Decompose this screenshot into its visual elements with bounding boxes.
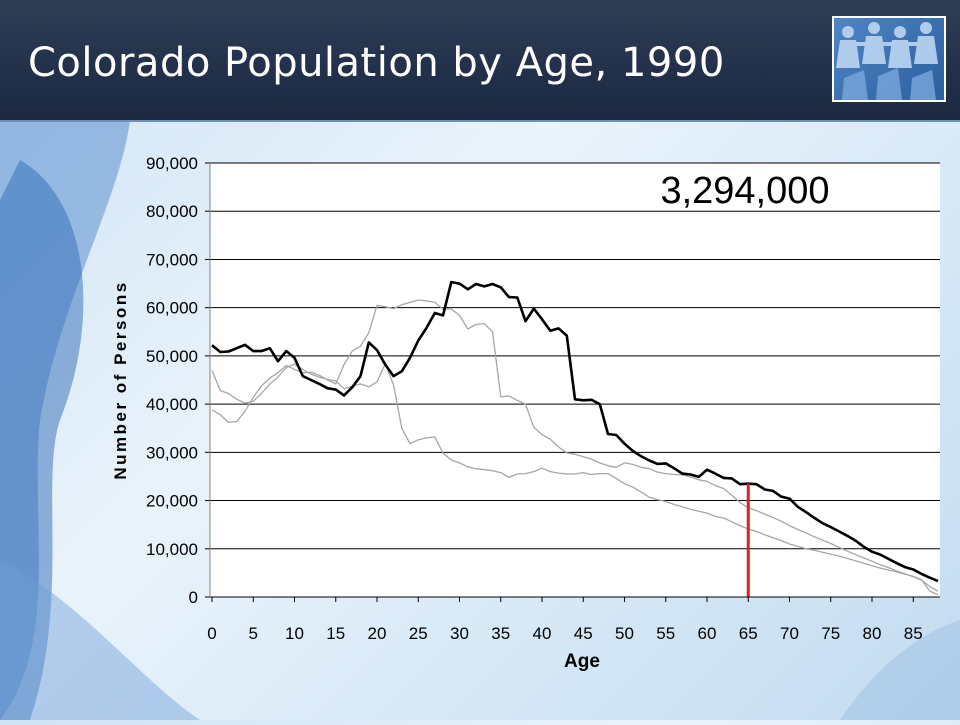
x-tick-label: 50 xyxy=(615,624,634,643)
x-tick-label: 80 xyxy=(863,624,882,643)
y-tick-label: 0 xyxy=(189,588,198,607)
x-tick-label: 30 xyxy=(450,624,469,643)
x-tick-label: 60 xyxy=(698,624,717,643)
y-axis-ticks: 0 10,000 20,000 30,000 40,000 50,000 60,000 70,… xyxy=(146,154,210,607)
y-tick-label: 80,000 xyxy=(146,202,198,221)
x-tick-label: 20 xyxy=(368,624,387,643)
y-tick-label: 40,000 xyxy=(146,395,198,414)
x-tick-label: 45 xyxy=(574,624,593,643)
x-tick-label: 65 xyxy=(739,624,758,643)
background-series-line xyxy=(211,362,939,596)
x-tick-label: 40 xyxy=(533,624,552,643)
y-tick-label: 20,000 xyxy=(146,492,198,511)
series-layer xyxy=(211,280,939,596)
x-tick-label: 35 xyxy=(491,624,510,643)
background-series-line xyxy=(211,299,939,592)
x-axis-ticks: 0 5 10 15 20 25 30 35 40 45 50 55 60 65 70 75 80 85 xyxy=(207,597,923,643)
y-tick-label: 60,000 xyxy=(146,299,198,318)
people-chain-icon xyxy=(836,22,938,100)
title-bar: Colorado Population by Age, 1990 xyxy=(0,0,960,122)
plot-area xyxy=(210,163,940,597)
x-tick-label: 25 xyxy=(409,624,428,643)
x-tick-label: 75 xyxy=(821,624,840,643)
x-tick-label: 70 xyxy=(780,624,799,643)
y-axis-label: Number of Persons xyxy=(111,280,130,479)
x-tick-label: 0 xyxy=(207,624,216,643)
x-tick-label: 85 xyxy=(904,624,923,643)
y-tick-label: 50,000 xyxy=(146,347,198,366)
slide-title: Colorado Population by Age, 1990 xyxy=(28,40,725,86)
total-population-annotation: 3,294,000 xyxy=(660,170,829,212)
grid-lines xyxy=(210,162,940,550)
y-tick-label: 30,000 xyxy=(146,443,198,462)
y-tick-label: 70,000 xyxy=(146,250,198,269)
x-tick-label: 15 xyxy=(326,624,345,643)
population-series-line xyxy=(211,280,939,583)
x-tick-label: 5 xyxy=(249,624,258,643)
y-tick-label: 90,000 xyxy=(146,154,198,173)
y-tick-label: 10,000 xyxy=(146,540,198,559)
x-tick-label: 10 xyxy=(285,624,304,643)
logo xyxy=(832,16,946,102)
x-axis-label: Age xyxy=(564,651,600,672)
x-tick-label: 55 xyxy=(656,624,675,643)
